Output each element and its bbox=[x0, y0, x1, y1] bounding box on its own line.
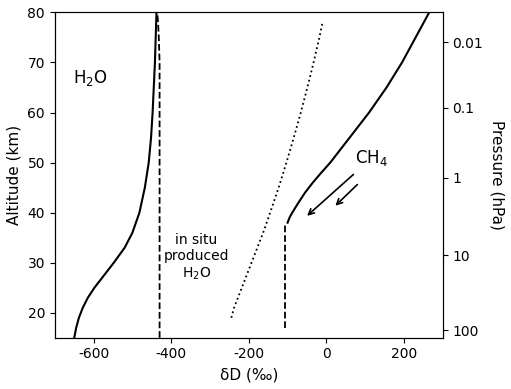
Text: H$_2$O: H$_2$O bbox=[73, 68, 108, 88]
Text: in situ
produced
H$_2$O: in situ produced H$_2$O bbox=[164, 233, 229, 282]
Text: CH$_4$: CH$_4$ bbox=[356, 147, 388, 168]
Y-axis label: Altitude (km): Altitude (km) bbox=[7, 125, 22, 225]
X-axis label: δD (‰): δD (‰) bbox=[220, 367, 278, 382]
Y-axis label: Pressure (hPa): Pressure (hPa) bbox=[489, 120, 504, 230]
